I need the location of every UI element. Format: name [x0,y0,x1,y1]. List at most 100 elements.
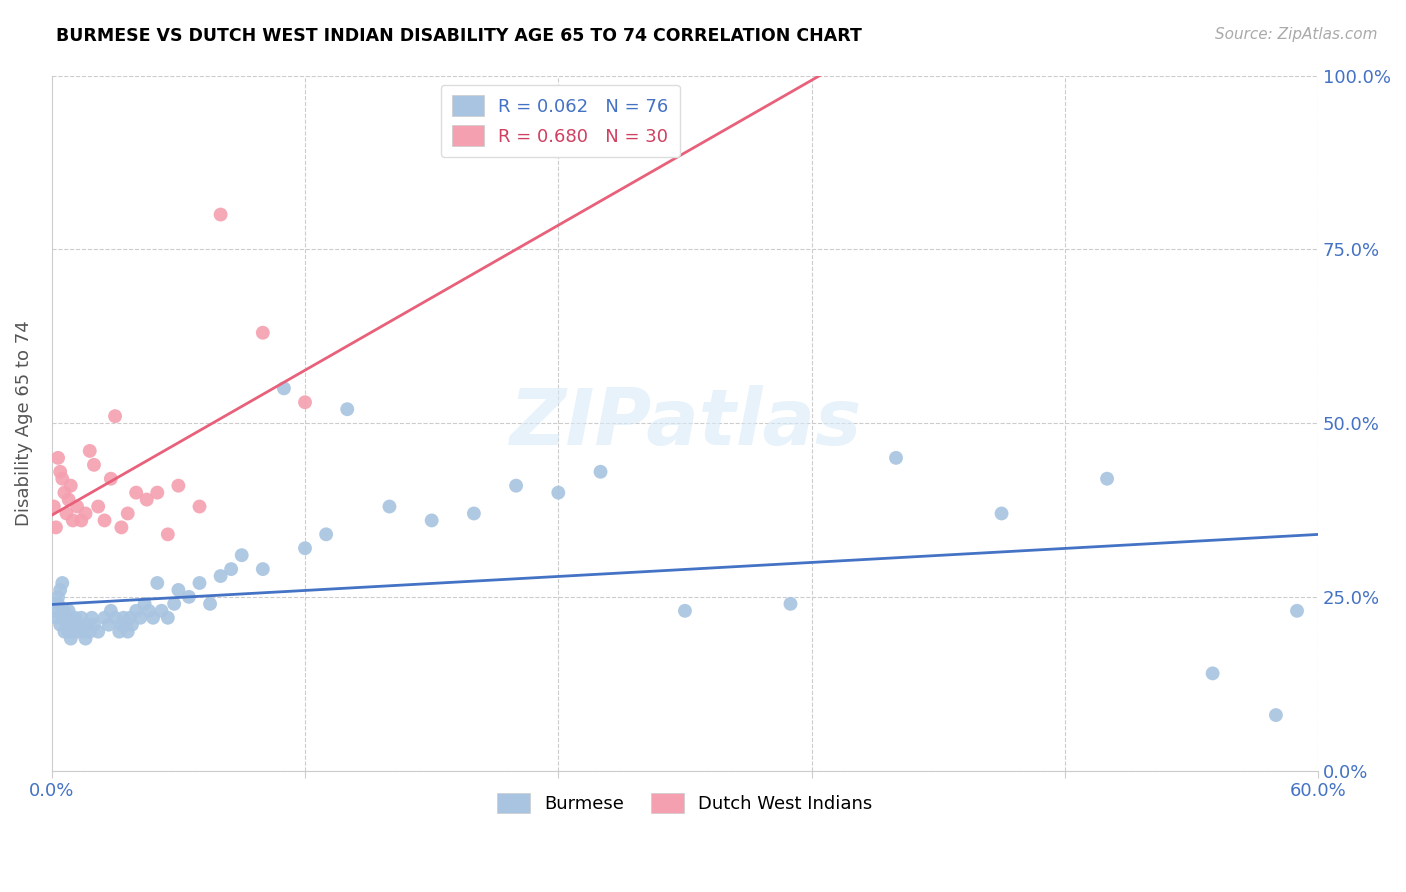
Point [209,569,232,583]
Point [87,624,110,639]
Point [93,513,115,527]
Point [273,381,295,395]
Point [294,541,316,556]
Point [146,485,169,500]
Point [177,590,200,604]
Point [59,611,82,625]
Point [80,611,103,625]
Point [53,485,76,500]
Point [58,492,80,507]
Point [79,444,101,458]
Point [547,485,569,500]
Point [100,604,122,618]
Point [49,582,72,597]
Point [70,513,93,527]
Point [55,611,77,625]
Point [156,611,179,625]
Legend: Burmese, Dutch West Indians: Burmese, Dutch West Indians [486,781,883,824]
Point [1264,708,1286,723]
Point [55,507,77,521]
Point [67,617,90,632]
Point [59,478,82,492]
Point [72,624,94,639]
Point [104,409,127,424]
Point [45,520,67,534]
Point [990,507,1012,521]
Point [87,500,110,514]
Point [1285,604,1308,618]
Point [53,604,76,618]
Point [75,507,97,521]
Point [79,624,101,639]
Point [138,604,160,618]
Point [110,617,132,632]
Point [129,611,152,625]
Point [51,611,73,625]
Point [336,402,359,417]
Point [63,611,86,625]
Point [93,611,115,625]
Point [42,604,65,618]
Point [219,562,242,576]
Point [125,604,148,618]
Point [294,395,316,409]
Point [53,624,76,639]
Point [118,611,141,625]
Point [62,624,84,639]
Point [121,617,143,632]
Point [252,326,274,340]
Point [59,632,82,646]
Point [163,597,186,611]
Point [463,507,485,521]
Point [42,500,65,514]
Point [142,611,165,625]
Point [146,576,169,591]
Point [100,472,122,486]
Point [188,500,211,514]
Point [76,617,98,632]
Point [104,611,127,625]
Point [315,527,337,541]
Point [83,617,105,632]
Point [167,582,190,597]
Text: ZIPatlas: ZIPatlas [509,385,860,461]
Point [117,624,139,639]
Point [117,507,139,521]
Point [1201,666,1223,681]
Point [70,611,93,625]
Point [589,465,612,479]
Point [46,450,69,465]
Point [156,527,179,541]
Point [150,604,173,618]
Point [58,604,80,618]
Point [252,562,274,576]
Point [75,632,97,646]
Point [673,604,696,618]
Point [63,617,86,632]
Point [779,597,801,611]
Point [46,590,69,604]
Point [209,208,232,222]
Point [884,450,907,465]
Y-axis label: Disability Age 65 to 74: Disability Age 65 to 74 [15,320,32,526]
Text: BURMESE VS DUTCH WEST INDIAN DISABILITY AGE 65 TO 74 CORRELATION CHART: BURMESE VS DUTCH WEST INDIAN DISABILITY … [56,27,862,45]
Point [51,472,73,486]
Point [55,617,77,632]
Point [46,597,69,611]
Point [114,617,136,632]
Point [420,513,443,527]
Point [134,597,156,611]
Point [505,478,527,492]
Point [49,465,72,479]
Point [45,611,67,625]
Point [1095,472,1118,486]
Point [66,624,89,639]
Point [167,478,190,492]
Point [108,624,131,639]
Text: Source: ZipAtlas.com: Source: ZipAtlas.com [1215,27,1378,42]
Point [125,485,148,500]
Point [112,611,135,625]
Point [231,548,253,562]
Point [66,500,89,514]
Point [188,576,211,591]
